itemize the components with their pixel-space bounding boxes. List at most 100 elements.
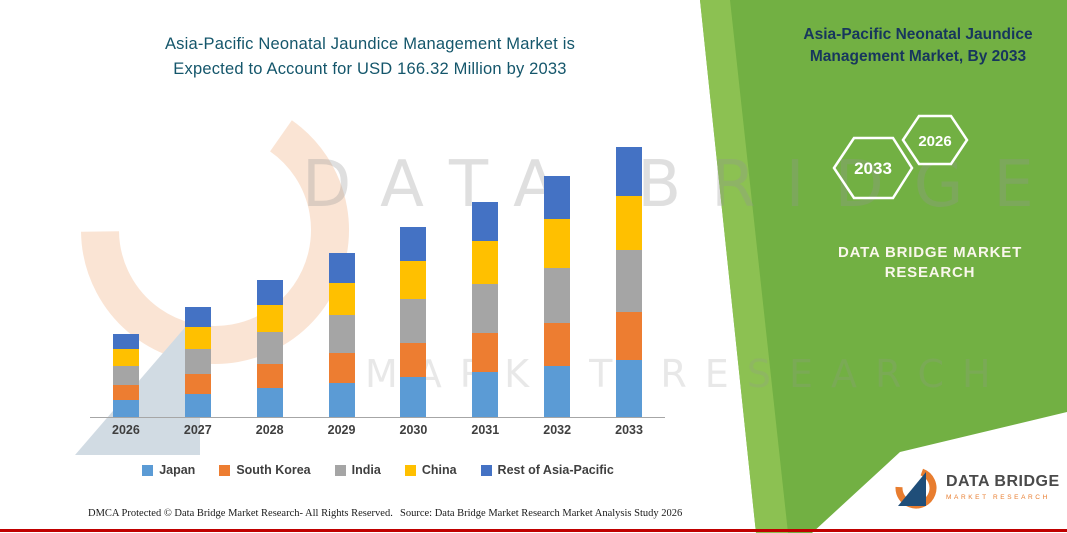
legend-swatch: [480, 464, 492, 476]
bar-stack-2032: [544, 176, 571, 417]
legend-item-rest-of-asia-pacific: Rest of Asia-Pacific: [480, 463, 614, 477]
legend-swatch: [334, 464, 346, 476]
legend-item-china: China: [404, 463, 457, 477]
bar-group-2026: [90, 126, 162, 417]
legend-swatch: [404, 464, 416, 476]
bar-stack-2030: [400, 226, 427, 417]
x-axis-label-2026: 2026: [112, 423, 140, 437]
hexagon-2033-label: 2033: [854, 159, 892, 178]
bottom-red-bar: [0, 529, 1067, 532]
x-axis-labels: 2026 2027 2028 2029 2030 2031 2032 2033: [90, 423, 665, 437]
data-bridge-logo: DATA BRIDGE MARKET RESEARCH: [892, 462, 1060, 512]
x-axis-label-2032: 2032: [543, 423, 572, 437]
bar-segment-2030-india: [400, 299, 427, 343]
bar-stack-2031: [472, 202, 499, 417]
bar-group-2032: [521, 126, 593, 417]
hexagon-2026: [901, 114, 969, 166]
bar-segment-2031-south-korea: [472, 333, 499, 372]
bar-segment-2028-china: [256, 304, 283, 333]
bar-segment-2027-japan: [184, 393, 211, 417]
bar-segment-2030-south-korea: [400, 342, 427, 378]
bar-segment-2028-south-korea: [256, 363, 283, 389]
bar-segment-2029-china: [328, 282, 355, 316]
bar-segment-2033-india: [616, 249, 643, 312]
bar-stack-2026: [112, 334, 139, 417]
bar-group-2033: [593, 126, 665, 417]
bar-segment-2031-india: [472, 283, 499, 334]
bar-segment-2030-rest-of-asia-pacific: [400, 226, 427, 262]
legend-label: South Korea: [236, 463, 311, 477]
bar-segment-2032-india: [544, 267, 571, 324]
legend-label: Japan: [159, 463, 196, 477]
chart-title-line2: Expected to Account for USD 166.32 Milli…: [173, 60, 567, 78]
bar-segment-2033-japan: [616, 360, 643, 417]
bar-segment-2032-rest-of-asia-pacific: [544, 176, 571, 220]
bar-segment-2031-china: [472, 240, 499, 284]
dmca-notice: DMCA Protected © Data Bridge Market Rese…: [88, 508, 393, 519]
bar-segment-2030-japan: [400, 377, 427, 417]
chart-title-line1: Asia-Pacific Neonatal Jaundice Managemen…: [164, 35, 576, 53]
side-panel-brand-line2: RESEARCH: [884, 264, 976, 281]
bar-segment-2032-japan: [544, 366, 571, 417]
bar-segment-2028-india: [256, 332, 283, 364]
legend-swatch: [219, 464, 231, 476]
side-panel-title-line2: Management Market, By 2033: [809, 48, 1027, 65]
legend-item-india: India: [334, 463, 381, 477]
logo-subtitle: MARKET RESEARCH: [946, 494, 1050, 501]
bar-stack-2029: [328, 253, 355, 417]
bar-segment-2029-south-korea: [328, 353, 355, 383]
bar-segment-2027-china: [184, 326, 211, 349]
bar-segment-2026-rest-of-asia-pacific: [112, 334, 139, 349]
x-axis-label-2033: 2033: [615, 423, 643, 437]
hexagon-2033: [832, 136, 914, 200]
bar-segment-2030-china: [400, 261, 427, 300]
bar-segment-2028-rest-of-asia-pacific: [256, 280, 283, 305]
bar-segment-2031-japan: [472, 371, 499, 417]
bar-group-2029: [306, 126, 378, 417]
side-panel-brand: DATA BRIDGE MARKET RESEARCH: [795, 243, 1065, 283]
bar-group-2028: [234, 126, 306, 417]
bar-segment-2026-japan: [112, 399, 139, 417]
bar-segment-2033-rest-of-asia-pacific: [616, 146, 643, 196]
stacked-bar-chart: 2026 2027 2028 2029 2030 2031 2032 2033: [90, 126, 665, 437]
bar-stack-2033: [616, 146, 643, 417]
legend-item-japan: Japan: [142, 463, 195, 477]
bar-segment-2026-india: [112, 365, 139, 385]
side-panel-title: Asia-Pacific Neonatal Jaundice Managemen…: [782, 24, 1054, 68]
x-axis-label-2030: 2030: [399, 423, 428, 437]
bar-segment-2029-japan: [328, 382, 355, 417]
legend-swatch: [142, 464, 154, 476]
legend-item-south-korea: South Korea: [219, 463, 311, 477]
logo-blue-sail: [898, 472, 926, 506]
bar-segment-2027-india: [184, 348, 211, 375]
legend-label: Rest of Asia-Pacific: [497, 463, 614, 477]
data-bridge-logo-icon: [895, 467, 937, 509]
source-note: Source: Data Bridge Market Research Mark…: [400, 508, 683, 519]
chart-title: Asia-Pacific Neonatal Jaundice Managemen…: [95, 32, 645, 82]
bar-group-2031: [449, 126, 521, 417]
watermark-data-bridge: DATA BRIDGE: [302, 148, 1064, 222]
bar-segment-2029-india: [328, 315, 355, 354]
x-axis-label-2031: 2031: [471, 423, 500, 437]
bar-segment-2029-rest-of-asia-pacific: [328, 253, 355, 283]
side-panel-brand-line1: DATA BRIDGE MARKET: [837, 244, 1023, 261]
bar-segment-2028-japan: [256, 388, 283, 417]
side-panel-title-line1: Asia-Pacific Neonatal Jaundice: [803, 26, 1033, 43]
bar-segment-2032-south-korea: [544, 323, 571, 367]
bar-stack-2028: [256, 280, 283, 417]
x-axis-label-2028: 2028: [255, 423, 284, 437]
year-hexagons: 2033 2026: [832, 114, 969, 200]
watermark-market-research: MARKET RESEARCH: [365, 352, 1009, 396]
logo-title: DATA BRIDGE: [946, 473, 1060, 490]
bar-segment-2033-china: [616, 195, 643, 250]
bar-group-2027: [162, 126, 234, 417]
bar-stack-2027: [184, 307, 211, 417]
legend-label: China: [421, 463, 457, 477]
x-axis-label-2029: 2029: [327, 423, 356, 437]
chart-legend: Japan South Korea India China Rest of Asia-P…: [88, 463, 668, 477]
bar-group-2030: [378, 126, 450, 417]
bar-segment-2031-rest-of-asia-pacific: [472, 202, 499, 241]
hexagon-2026-label: 2026: [918, 133, 951, 150]
plot-area: [90, 126, 665, 418]
